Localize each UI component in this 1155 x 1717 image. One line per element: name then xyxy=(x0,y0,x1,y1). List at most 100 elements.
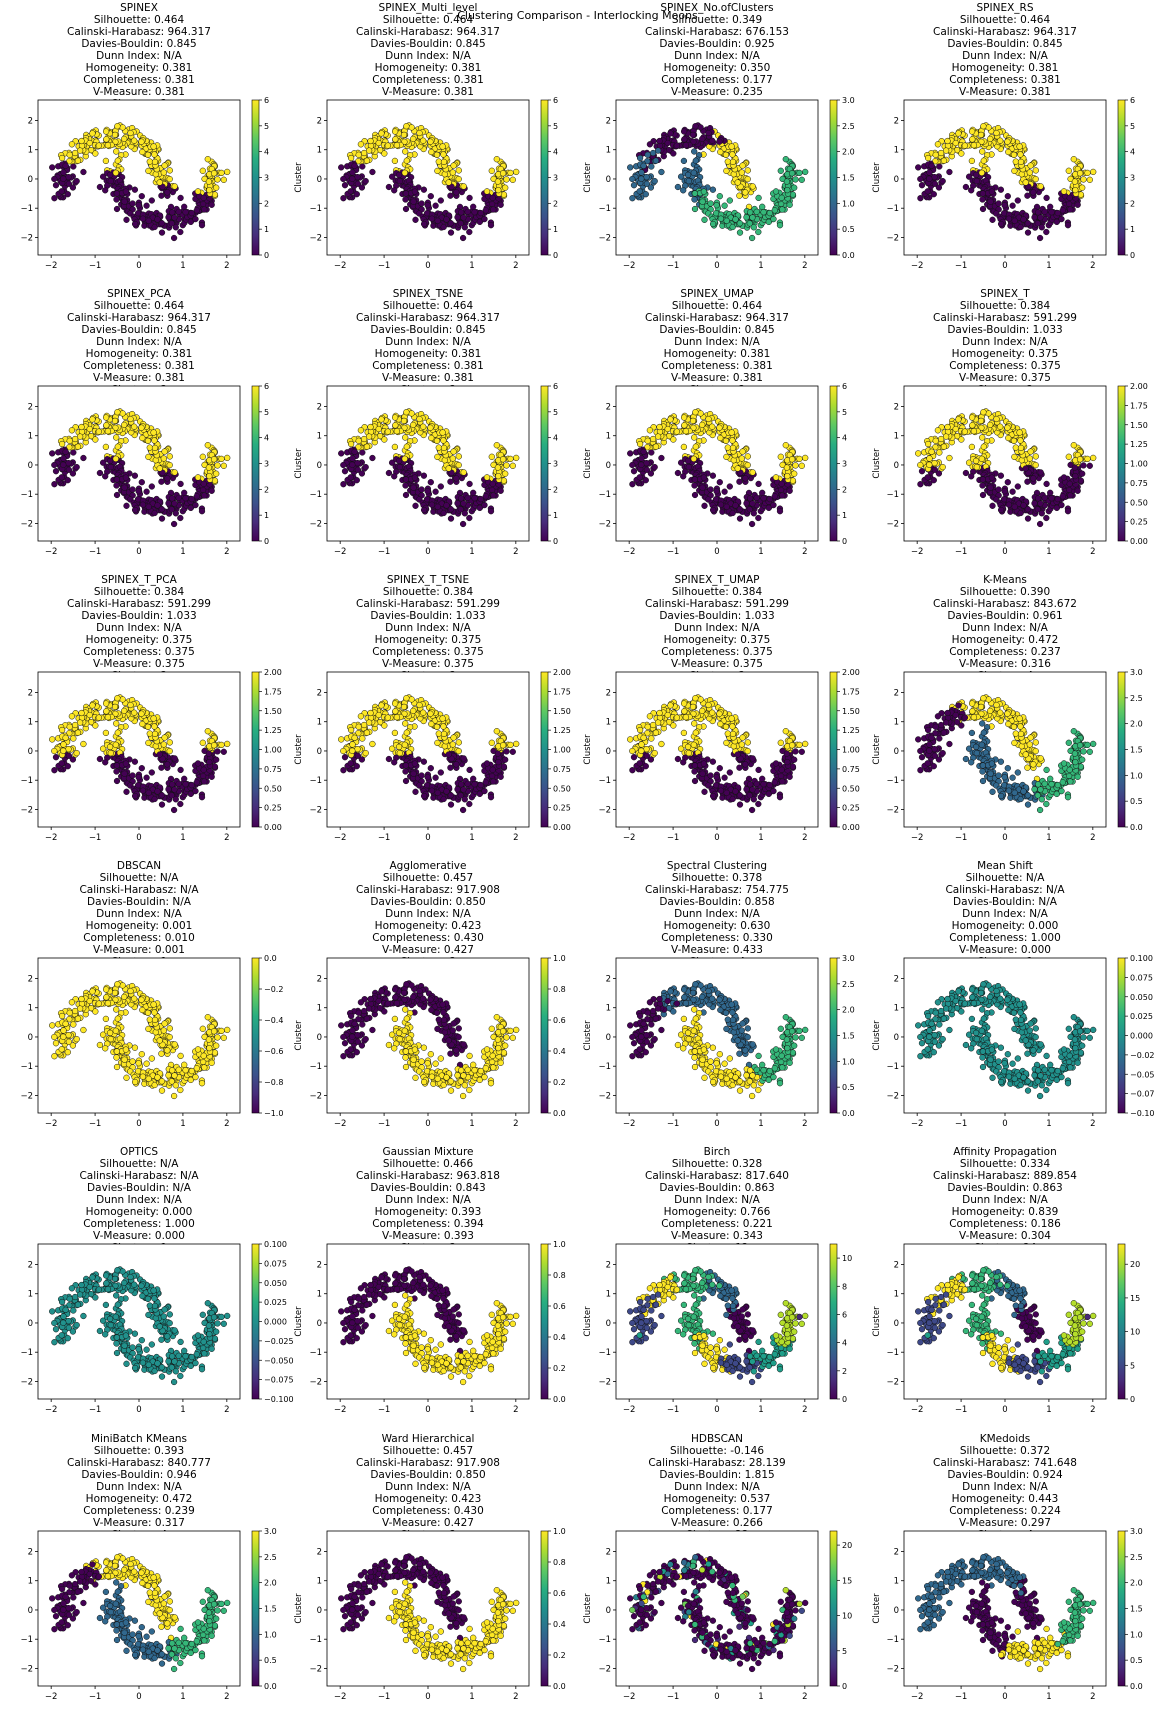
data-point xyxy=(450,162,457,169)
data-point xyxy=(416,129,423,137)
data-point xyxy=(410,484,417,491)
data-point xyxy=(691,196,698,203)
y-tick-label: 0 xyxy=(317,175,322,185)
data-point xyxy=(1041,208,1048,215)
data-point xyxy=(656,423,663,431)
data-point xyxy=(699,421,706,429)
y-tick-label: 2 xyxy=(28,402,33,412)
y-tick-label: 1 xyxy=(317,146,322,156)
data-point xyxy=(123,216,130,223)
data-point xyxy=(171,183,178,190)
data-point xyxy=(396,177,403,185)
metric-label: Calinski-Harabasz: 591.299 xyxy=(67,598,211,610)
data-point xyxy=(213,184,220,191)
data-point xyxy=(58,188,65,195)
x-tick-label: −1 xyxy=(955,261,968,271)
data-point xyxy=(410,135,417,143)
data-point xyxy=(102,414,110,421)
data-point xyxy=(367,423,374,431)
data-point xyxy=(969,136,976,143)
data-point xyxy=(1090,454,1097,462)
data-point xyxy=(993,129,1000,137)
data-point xyxy=(1022,179,1029,186)
data-point xyxy=(119,124,126,131)
data-point xyxy=(106,743,114,751)
subplot-title: SPINEX_PCA xyxy=(107,288,172,300)
data-point xyxy=(177,228,184,236)
data-point xyxy=(52,754,60,761)
metric-label: Davies-Bouldin: 0.845 xyxy=(947,38,1062,50)
data-point xyxy=(1038,510,1045,517)
data-point xyxy=(355,437,362,444)
data-point xyxy=(460,469,467,476)
data-point xyxy=(433,437,441,444)
data-point xyxy=(979,148,986,155)
data-point xyxy=(144,723,152,730)
data-point xyxy=(104,428,112,435)
metric-label: Davies-Bouldin: 0.845 xyxy=(81,38,196,50)
data-point xyxy=(942,433,950,440)
data-point xyxy=(977,417,985,425)
colorbar-label: Cluster xyxy=(872,448,882,479)
data-point xyxy=(709,137,716,144)
data-point xyxy=(192,787,199,795)
data-point xyxy=(447,515,455,522)
data-point xyxy=(86,139,93,147)
data-point xyxy=(104,142,112,149)
x-tick-label: 0 xyxy=(425,547,430,557)
x-tick-label: 0 xyxy=(1002,261,1007,271)
data-point xyxy=(139,501,147,508)
data-point xyxy=(171,786,178,793)
data-point xyxy=(205,178,213,185)
data-point xyxy=(742,475,749,482)
data-point xyxy=(656,137,663,145)
colorbar-tick-label: 1 xyxy=(842,511,847,520)
data-point xyxy=(969,422,976,429)
data-point xyxy=(776,222,784,229)
data-point xyxy=(52,182,60,189)
data-point xyxy=(723,503,730,510)
data-point xyxy=(408,410,415,417)
data-point xyxy=(224,454,231,462)
colorbar-tick-label: 1.50 xyxy=(1130,421,1148,430)
data-point xyxy=(113,762,121,769)
data-point xyxy=(151,151,158,158)
data-point xyxy=(391,128,399,135)
data-point xyxy=(699,135,706,143)
data-point xyxy=(402,196,409,203)
metric-label: V-Measure: 0.381 xyxy=(382,86,474,98)
data-point xyxy=(65,459,72,467)
metric-label: V-Measure: 0.381 xyxy=(93,372,185,384)
data-point xyxy=(158,764,165,771)
x-tick-label: −2 xyxy=(623,547,636,557)
data-point xyxy=(170,806,178,814)
data-point xyxy=(931,459,938,467)
data-point xyxy=(1036,234,1044,242)
data-point xyxy=(92,150,99,157)
data-point xyxy=(113,777,121,785)
data-point xyxy=(65,745,72,753)
metric-label: Completeness: 0.375 xyxy=(83,646,195,658)
data-point xyxy=(705,129,712,137)
y-tick-label: 0 xyxy=(28,175,33,185)
data-point xyxy=(739,162,746,169)
data-point xyxy=(788,456,796,463)
data-point xyxy=(58,474,65,481)
data-point xyxy=(177,766,184,774)
data-point xyxy=(146,158,153,165)
data-point xyxy=(375,425,382,433)
data-point xyxy=(193,493,200,500)
data-point xyxy=(926,175,933,182)
data-point xyxy=(51,175,58,183)
data-point xyxy=(772,474,780,481)
metric-label: Silhouette: 0.464 xyxy=(94,300,185,312)
data-point xyxy=(192,215,199,223)
data-point xyxy=(363,157,371,164)
metric-label: Completeness: 0.375 xyxy=(949,360,1061,372)
data-point xyxy=(979,434,986,441)
data-point xyxy=(931,173,938,181)
data-point xyxy=(427,424,434,431)
data-point xyxy=(349,169,356,176)
data-point xyxy=(143,774,150,781)
